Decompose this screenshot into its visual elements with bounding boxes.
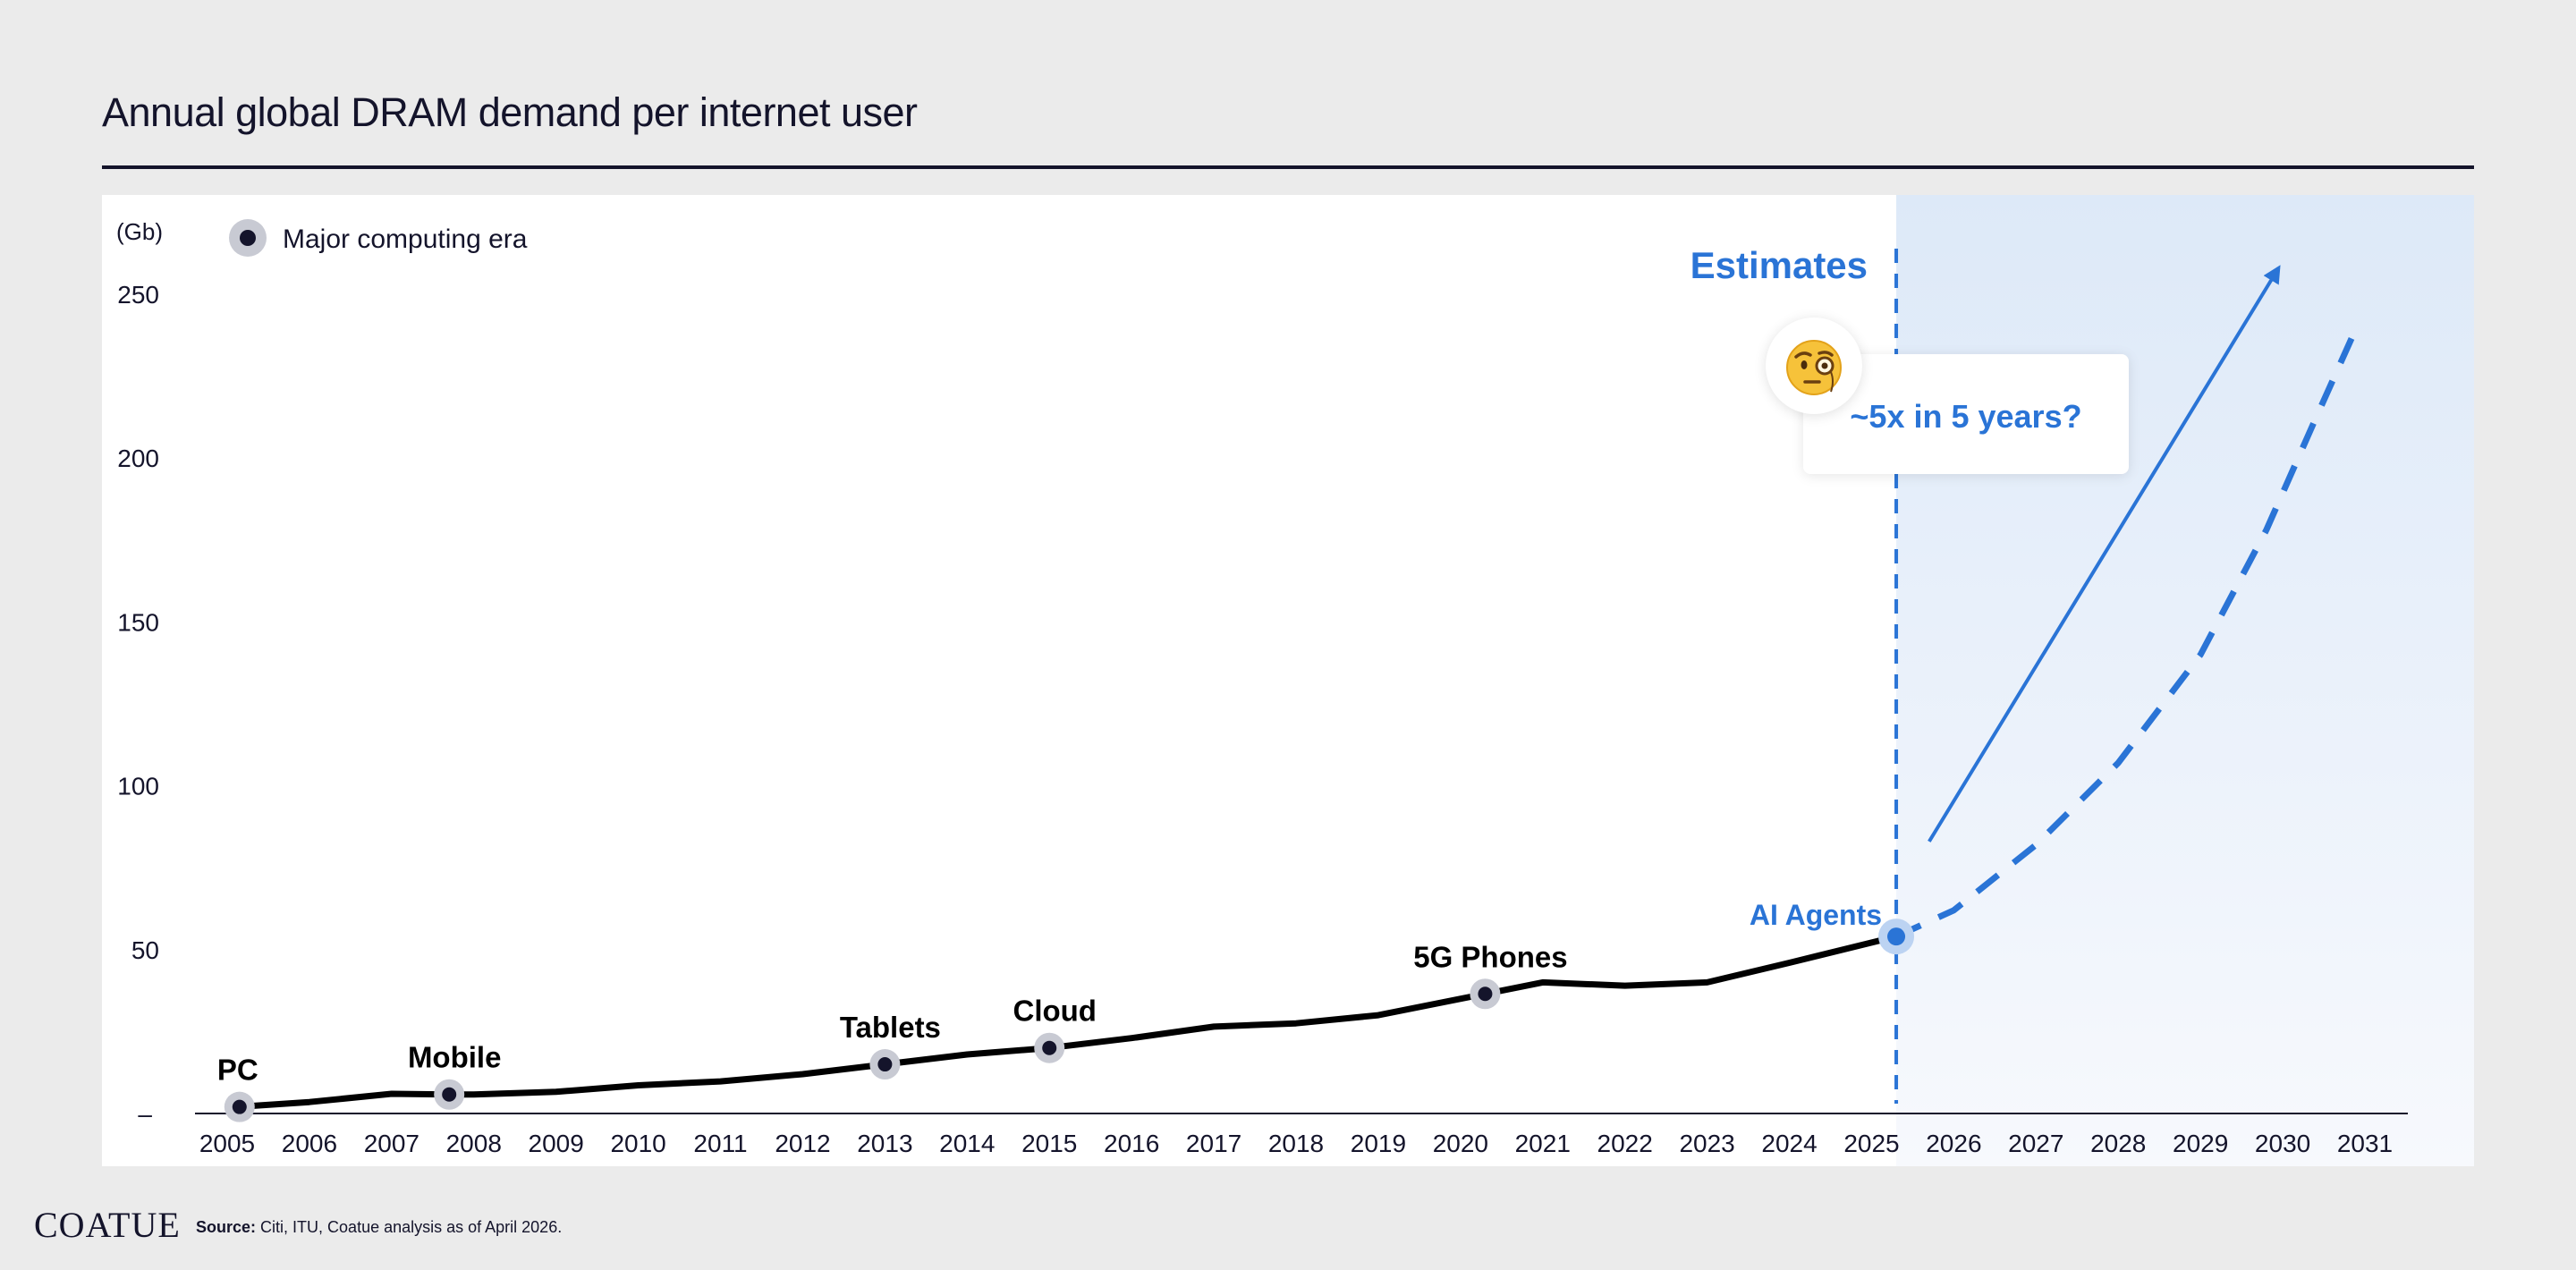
- y-tick-label: 100: [117, 773, 159, 800]
- title-divider: [102, 165, 2474, 169]
- x-tick-label: 2030: [2255, 1130, 2310, 1157]
- era-marker-dot: [877, 1057, 893, 1072]
- y-tick-label: 200: [117, 444, 159, 472]
- x-tick-label: 2026: [1926, 1130, 1981, 1157]
- x-tick-label: 2031: [2337, 1130, 2393, 1157]
- x-tick-label: 2029: [2173, 1130, 2228, 1157]
- estimates-label: Estimates: [1690, 244, 1868, 286]
- x-tick-label: 2023: [1679, 1130, 1734, 1157]
- y-tick-label: –: [138, 1100, 152, 1128]
- x-tick-label: 2017: [1186, 1130, 1241, 1157]
- legend-marker-dot: [240, 230, 256, 246]
- estimates-region: [1896, 195, 2474, 1166]
- face-with-monocle-icon: [1786, 340, 1842, 395]
- x-tick-label: 2027: [2008, 1130, 2063, 1157]
- era-marker-dot: [1887, 927, 1906, 946]
- x-tick-label: 2011: [693, 1130, 747, 1157]
- x-tick-label: 2025: [1843, 1130, 1899, 1157]
- era-marker-dot: [442, 1087, 457, 1102]
- x-tick-label: 2020: [1433, 1130, 1488, 1157]
- x-tick-label: 2007: [364, 1130, 419, 1157]
- y-tick-label: 50: [131, 936, 159, 964]
- estimate-series-line: [1894, 326, 2360, 940]
- trend-arrow: [1928, 265, 2281, 842]
- x-tick-label: 2009: [529, 1130, 584, 1157]
- x-tick-label: 2016: [1104, 1130, 1159, 1157]
- era-label: Cloud: [1013, 995, 1096, 1028]
- y-axis-unit-label: (Gb): [116, 218, 163, 245]
- x-tick-label: 2028: [2090, 1130, 2146, 1157]
- y-tick-label: 150: [117, 608, 159, 636]
- era-marker-dot: [232, 1099, 247, 1114]
- x-tick-label: 2018: [1268, 1130, 1324, 1157]
- x-tick-label: 2021: [1515, 1130, 1571, 1157]
- x-tick-label: 2022: [1597, 1130, 1653, 1157]
- source-note: Source: Citi, ITU, Coatue analysis as of…: [196, 1218, 562, 1237]
- x-tick-label: 2024: [1761, 1130, 1817, 1157]
- era-label: Mobile: [408, 1041, 502, 1074]
- x-tick-label: 2006: [282, 1130, 337, 1157]
- x-tick-label: 2013: [857, 1130, 912, 1157]
- x-tick-label: 2005: [199, 1130, 255, 1157]
- x-tick-label: 2014: [939, 1130, 995, 1157]
- era-label: AI Agents: [1750, 899, 1882, 931]
- coatue-logo: COATUE: [34, 1205, 181, 1245]
- source-text: Citi, ITU, Coatue analysis as of April 2…: [260, 1218, 563, 1236]
- source-label: Source:: [196, 1218, 257, 1236]
- era-label: Tablets: [840, 1011, 941, 1044]
- emoji-badge: [1766, 318, 1862, 414]
- era-label: PC: [217, 1054, 258, 1087]
- callout-question: ~5x in 5 years?: [1850, 398, 2082, 435]
- x-tick-label: 2010: [610, 1130, 665, 1157]
- x-tick-label: 2019: [1351, 1130, 1406, 1157]
- x-tick-label: 2012: [775, 1130, 830, 1157]
- legend-label: Major computing era: [283, 224, 528, 254]
- x-tick-label: 2015: [1021, 1130, 1077, 1157]
- era-marker-dot: [1478, 986, 1493, 1002]
- y-tick-label: 250: [117, 281, 159, 309]
- era-marker-dot: [1042, 1040, 1057, 1055]
- x-tick-label: 2008: [446, 1130, 502, 1157]
- era-label: 5G Phones: [1413, 940, 1567, 973]
- chart-title: Annual global DRAM demand per internet u…: [102, 89, 918, 135]
- estimate-callout: ~5x in 5 years?: [1803, 354, 2129, 474]
